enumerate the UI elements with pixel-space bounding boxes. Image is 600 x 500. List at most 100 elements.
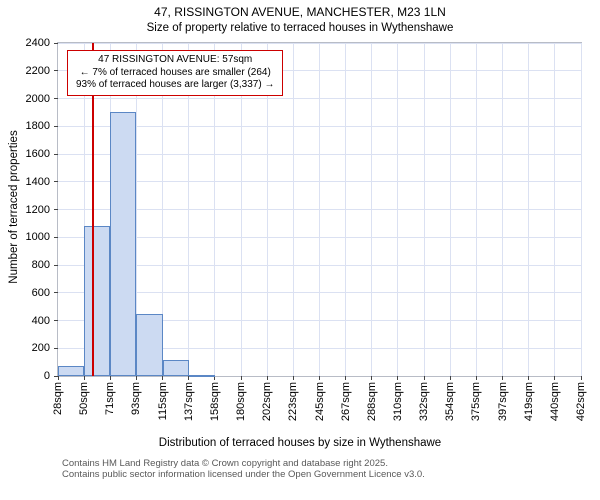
gridline-vertical: [554, 43, 556, 376]
x-tick-mark: [580, 376, 582, 380]
gridline-vertical: [371, 43, 373, 376]
x-tick-mark: [397, 376, 399, 380]
histogram-bar: [136, 313, 163, 376]
y-tick-label: 2000: [25, 92, 50, 105]
y-tick-label: 600: [31, 286, 50, 299]
y-tick-label: 1800: [25, 120, 50, 133]
x-tick-label: 462sqm: [575, 382, 587, 422]
y-tick-label: 400: [31, 314, 50, 327]
y-tick-label: 0: [43, 370, 50, 382]
x-tick-mark: [162, 376, 164, 380]
gridline-vertical: [240, 43, 242, 376]
x-tick-label: 310sqm: [391, 382, 404, 422]
annotation-box: 47 RISSINGTON AVENUE: 57sqm ← 7% of terr…: [67, 50, 284, 96]
y-axis-label: Number of terraced properties: [8, 130, 20, 284]
gridline-vertical: [292, 43, 294, 376]
x-tick-mark: [319, 376, 320, 380]
x-tick-mark: [83, 376, 85, 380]
x-tick-mark: [449, 376, 451, 380]
x-tick-mark: [240, 376, 242, 380]
x-tick-mark: [292, 376, 294, 380]
annotation-line-1: 47 RISSINGTON AVENUE: 57sqm: [98, 54, 253, 65]
x-tick-mark: [188, 376, 190, 380]
y-tick-label: 1400: [25, 175, 50, 188]
gridline-vertical: [345, 43, 347, 376]
x-tick-mark: [266, 376, 268, 380]
x-tick-label: 180sqm: [235, 382, 248, 422]
y-tick-mark: [54, 153, 58, 155]
y-tick-label: 2400: [25, 37, 50, 49]
y-tick-mark: [54, 98, 58, 99]
x-tick-mark: [214, 376, 216, 380]
chart-title: 47, RISSINGTON AVENUE, MANCHESTER, M23 1…: [154, 5, 446, 19]
histogram-bar: [84, 226, 111, 376]
y-tick-mark: [54, 320, 58, 321]
x-tick-mark: [57, 376, 59, 380]
x-tick-mark: [528, 376, 530, 380]
gridline-vertical: [188, 43, 190, 376]
y-tick-label: 2200: [25, 64, 50, 77]
y-tick-label: 800: [31, 259, 50, 271]
x-tick-label: 267sqm: [339, 382, 352, 422]
y-tick-mark: [54, 181, 58, 183]
histogram-bar: [188, 374, 215, 377]
gridline-vertical: [319, 43, 320, 376]
chart-subtitle: Size of property relative to terraced ho…: [146, 22, 454, 34]
x-tick-label: 137sqm: [182, 382, 195, 422]
y-tick-mark: [54, 42, 58, 44]
gridline-vertical: [423, 43, 425, 376]
x-tick-label: 158sqm: [208, 382, 221, 422]
y-tick-mark: [54, 209, 58, 210]
x-tick-label: 332sqm: [418, 382, 431, 422]
x-tick-mark: [475, 376, 477, 380]
gridline-vertical: [83, 43, 85, 376]
y-tick-mark: [54, 70, 58, 72]
plot-area: 47 RISSINGTON AVENUE: 57sqm ← 7% of terr…: [26, 37, 587, 421]
x-tick-mark: [345, 376, 347, 380]
x-tick-label: 397sqm: [496, 382, 509, 422]
x-axis-label: Distribution of terraced houses by size …: [158, 437, 442, 449]
gridline-vertical: [397, 43, 399, 376]
footer-attribution-line-2: Contains public sector information licen…: [62, 469, 425, 480]
gridline-vertical: [135, 43, 137, 376]
y-tick-mark: [54, 292, 58, 294]
x-tick-mark: [502, 376, 504, 380]
y-tick-label: 1000: [25, 231, 50, 244]
gridline-vertical: [266, 43, 268, 376]
gridline-vertical: [162, 43, 164, 376]
y-tick-mark: [54, 264, 58, 266]
histogram-bar: [58, 365, 85, 376]
x-tick-mark: [371, 376, 373, 380]
annotation-line-3: 93% of terraced houses are larger (3,337…: [76, 79, 275, 90]
x-tick-label: 71sqm: [104, 382, 117, 416]
x-tick-label: 354sqm: [444, 382, 457, 422]
x-tick-label: 50sqm: [78, 382, 91, 416]
y-tick-label: 1600: [25, 148, 50, 160]
gridline-vertical: [449, 43, 451, 376]
x-tick-label: 419sqm: [522, 382, 535, 422]
histogram-bar: [162, 360, 189, 376]
x-tick-mark: [109, 376, 111, 380]
x-tick-label: 115sqm: [156, 382, 169, 421]
y-tick-mark: [54, 375, 58, 377]
gridline-vertical: [580, 43, 582, 376]
y-tick-mark: [54, 236, 58, 238]
x-tick-mark: [554, 376, 556, 380]
gridline-vertical: [502, 43, 504, 376]
x-tick-label: 28sqm: [52, 382, 64, 416]
annotation-line-2: ← 7% of terraced houses are smaller (264…: [79, 66, 271, 78]
x-tick-label: 288sqm: [365, 382, 378, 422]
y-tick-mark: [54, 125, 58, 127]
y-tick-label: 1200: [25, 203, 50, 216]
histogram-bar: [110, 112, 137, 376]
gridline-vertical: [528, 43, 530, 376]
x-tick-mark: [423, 376, 425, 380]
y-tick-label: 200: [31, 342, 50, 355]
marker-line: [92, 43, 94, 376]
x-tick-label: 245sqm: [313, 382, 326, 422]
x-tick-label: 93sqm: [130, 382, 143, 416]
footer-attribution-line-1: Contains HM Land Registry data © Crown c…: [62, 458, 388, 469]
gridline-vertical: [475, 43, 477, 376]
x-tick-label: 440sqm: [548, 382, 561, 422]
